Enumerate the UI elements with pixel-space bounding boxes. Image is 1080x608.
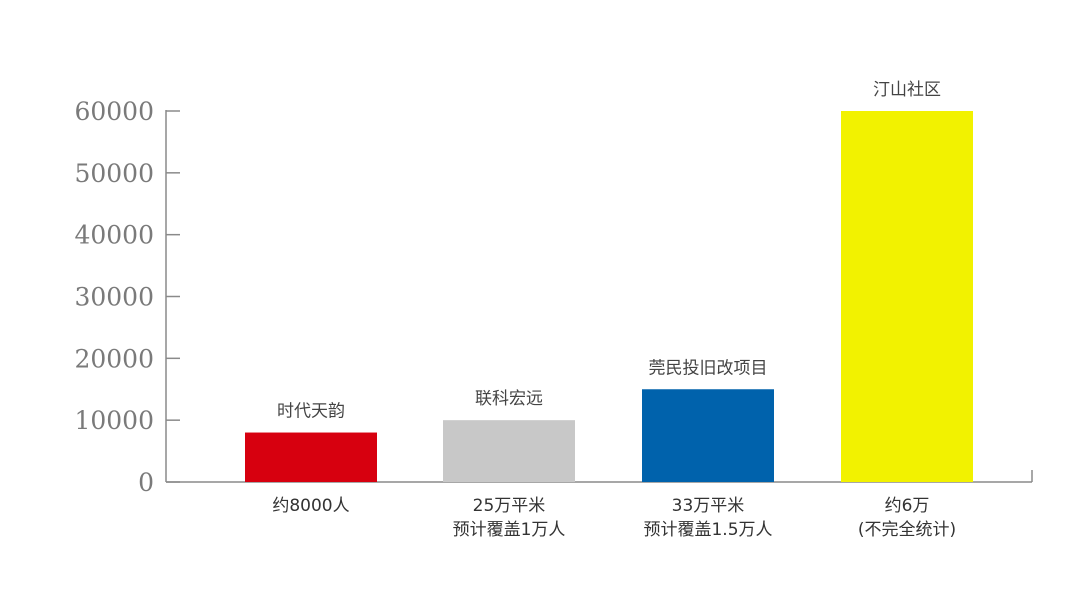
x-category-label: (不完全统计) <box>858 520 956 540</box>
y-axis: 0 10000 20000 30000 40000 50000 60000 <box>74 97 180 497</box>
x-category-label: 预计覆盖1.5万人 <box>643 520 772 540</box>
bar-category-name: 联科宏远 <box>475 389 543 409</box>
bar <box>443 420 575 482</box>
bar <box>245 432 377 482</box>
y-tick-label: 60000 <box>74 97 154 126</box>
x-category-label: 33万平米 <box>672 496 745 516</box>
bar-category-name: 时代天韵 <box>277 402 345 422</box>
bar-category-name: 汀山社区 <box>873 80 941 100</box>
x-category-label: 约8000人 <box>272 496 349 516</box>
bar <box>642 389 774 482</box>
y-tick-label: 10000 <box>74 406 154 435</box>
bar <box>841 111 973 482</box>
bar-category-name: 莞民投旧改项目 <box>649 358 768 378</box>
y-tick-label: 40000 <box>74 221 154 250</box>
y-tick-label: 50000 <box>74 159 154 188</box>
bars <box>245 111 973 482</box>
y-tick-label: 0 <box>138 468 154 497</box>
y-tick-label: 20000 <box>74 344 154 373</box>
x-category-label: 25万平米 <box>473 496 546 516</box>
y-tick-label: 30000 <box>74 283 154 312</box>
bar-top-labels: 时代天韵 联科宏远 莞民投旧改项目 汀山社区 <box>277 80 941 422</box>
x-category-label: 预计覆盖1万人 <box>453 520 566 540</box>
x-category-label: 约6万 <box>885 496 930 516</box>
